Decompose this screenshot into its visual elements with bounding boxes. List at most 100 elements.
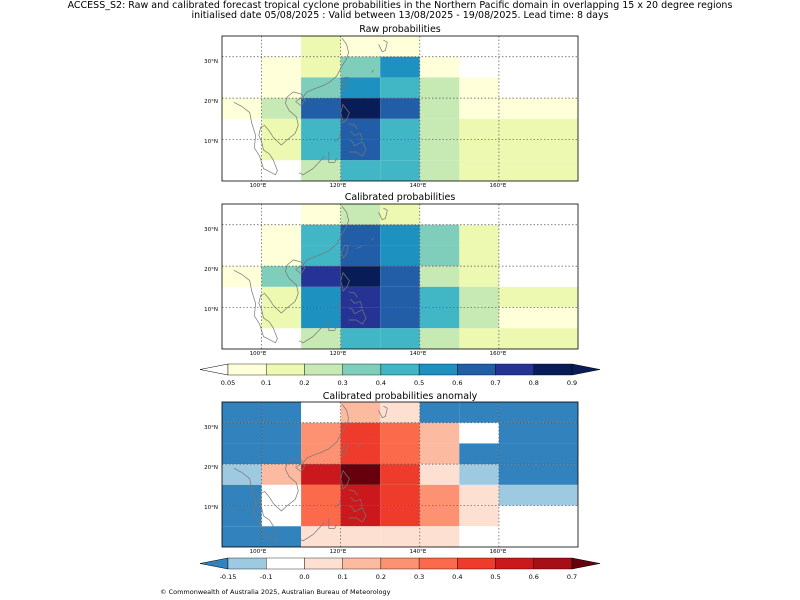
coastline	[334, 299, 342, 310]
grid-cell	[459, 98, 499, 119]
coastline	[350, 131, 363, 140]
grid-cell	[498, 286, 578, 308]
grid-cell	[340, 160, 381, 181]
grid-cell	[498, 160, 578, 181]
grid-cell	[459, 505, 499, 527]
grid-cell	[301, 526, 341, 547]
colorbar-tick-label: 0.1	[261, 379, 272, 387]
grid-cell	[498, 118, 578, 140]
grid-cell	[498, 422, 578, 444]
grid-cell	[380, 36, 420, 57]
grid-cell	[340, 245, 381, 267]
grid-cell	[222, 98, 262, 119]
colorbar-over-extension	[571, 557, 601, 570]
anomaly-colorbar	[199, 557, 601, 570]
grid-cell	[419, 505, 460, 527]
grid-cell	[459, 286, 499, 308]
coastline	[348, 489, 358, 496]
coastline	[298, 323, 326, 344]
grid-cell	[498, 328, 578, 349]
grid-cell	[419, 484, 460, 506]
probability-colorbar	[199, 363, 601, 376]
grid-cell	[380, 286, 420, 308]
colorbar-segment	[266, 557, 305, 570]
grid-cell	[261, 98, 302, 119]
coastline	[371, 237, 374, 241]
grid-cell	[261, 77, 302, 99]
grid-cell	[380, 422, 420, 444]
grid-cell	[261, 307, 302, 329]
grid-cell	[459, 402, 499, 423]
grid-cell	[261, 526, 302, 547]
coastline	[298, 155, 326, 176]
grid-cell	[380, 505, 420, 527]
y-tick: 20°N	[204, 465, 218, 471]
grid-cell	[380, 224, 420, 246]
grid-cell	[380, 443, 420, 465]
grid-cell	[222, 526, 262, 547]
colorbar-tick-label: 0.05	[220, 379, 236, 387]
raw-probability-map	[221, 35, 579, 182]
grid-cell	[419, 286, 460, 308]
colorbar-tick-label: 0.4	[375, 379, 387, 387]
grid-cell	[301, 464, 341, 485]
colorbar-tick-label: 0.3	[413, 573, 425, 581]
coastline	[350, 299, 363, 308]
colorbar-segment	[533, 363, 573, 376]
x-tick: 160°E	[489, 549, 507, 555]
coastline	[371, 435, 374, 439]
grid-cell	[301, 328, 341, 349]
grid-cell	[419, 464, 460, 485]
grid-cell	[459, 484, 499, 506]
grid-cell	[340, 56, 381, 78]
x-tick: 160°E	[489, 183, 507, 189]
grid-cell	[380, 526, 420, 547]
colorbar-under-extension	[199, 557, 229, 570]
grid-cell	[340, 422, 381, 444]
colorbar-tick-label: 0.5	[490, 573, 501, 581]
figure-subtitle: initialised date 05/08/2025 : Valid betw…	[191, 10, 609, 21]
grid-cell	[301, 98, 341, 119]
grid-cell	[498, 526, 578, 547]
copyright-notice: © Commonwealth of Australia 2025, Austra…	[160, 588, 391, 596]
grid-cell	[301, 286, 341, 308]
grid-cell	[380, 402, 420, 423]
grid-cell	[419, 56, 460, 78]
coastline	[340, 104, 350, 124]
colorbar-tick-label: 0.5	[413, 379, 425, 387]
grid-cell	[459, 526, 499, 547]
colorbar-tick-label: 0.1	[337, 573, 348, 581]
colorbar-tick-label: -0.1	[259, 573, 273, 581]
grid-cell	[459, 160, 499, 181]
coastline	[295, 463, 306, 473]
grid-cell	[301, 422, 341, 444]
grid-cell	[459, 118, 499, 140]
grid-cell	[340, 77, 381, 99]
grid-cell	[301, 402, 341, 423]
grid-cell	[301, 443, 341, 465]
coastline	[340, 470, 350, 490]
grid-cell	[261, 422, 302, 444]
grid-cell	[301, 77, 341, 99]
grid-cell	[301, 160, 341, 181]
figure-title: ACCESS_S2: Raw and calibrated forecast t…	[67, 0, 733, 11]
grid-cell	[419, 328, 460, 349]
coastline	[298, 521, 326, 542]
coastline	[348, 307, 367, 325]
grid-cell	[380, 118, 420, 140]
colorbar-tick-label: 0.4	[452, 573, 463, 581]
x-tick: 100°E	[249, 351, 267, 357]
x-tick: 160°E	[489, 351, 507, 357]
coastline	[340, 77, 349, 91]
grid-cell	[261, 443, 302, 465]
grid-cell	[419, 77, 460, 99]
x-tick: 100°E	[249, 549, 267, 555]
coastline	[348, 139, 367, 157]
grid-cell	[301, 307, 341, 329]
grid-cell	[498, 98, 578, 119]
grid-cell	[419, 98, 460, 119]
grid-cell	[419, 402, 460, 423]
grid-cell	[498, 307, 578, 329]
colorbar-segment	[418, 557, 458, 570]
grid-cell	[459, 266, 499, 287]
